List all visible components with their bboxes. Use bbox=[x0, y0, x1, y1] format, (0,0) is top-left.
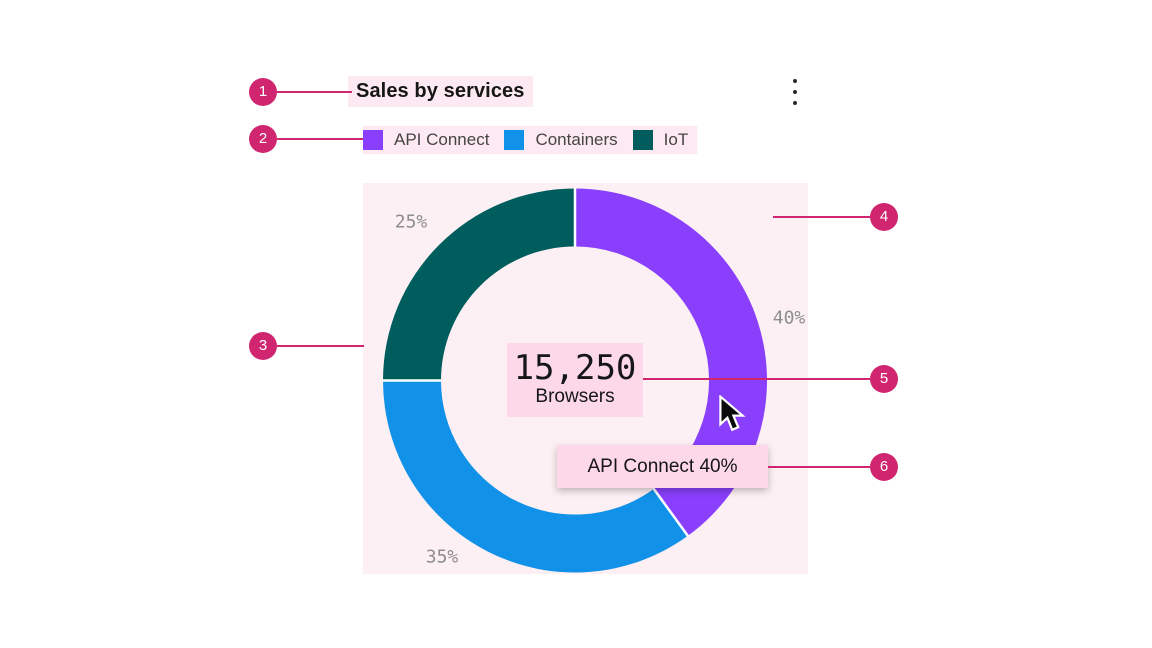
slice-value-label-api-connect: 40% bbox=[772, 307, 806, 329]
chart-legend: API Connect Containers IoT bbox=[363, 126, 698, 154]
legend-item-api-connect[interactable]: API Connect bbox=[363, 130, 489, 150]
segment-gap bbox=[652, 487, 690, 538]
legend-item-containers[interactable]: Containers bbox=[504, 130, 618, 150]
overflow-menu-icon bbox=[793, 90, 797, 94]
chart-title: Sales by services bbox=[356, 80, 525, 102]
callout-badge-2: 2 bbox=[249, 125, 277, 153]
callout-line-2 bbox=[277, 138, 363, 140]
callout-line-4 bbox=[773, 216, 870, 218]
donut-segment-iot[interactable] bbox=[383, 188, 575, 381]
legend-label: Containers bbox=[535, 130, 618, 149]
legend-label: API Connect bbox=[394, 130, 490, 149]
chart-title-highlight: Sales by services bbox=[348, 76, 533, 107]
slice-value-label-containers: 35% bbox=[425, 546, 459, 568]
legend-swatch-containers bbox=[504, 130, 525, 150]
center-total-value: 15,250 bbox=[513, 347, 637, 388]
callout-badge-1: 1 bbox=[249, 78, 277, 106]
center-total-label: Browsers bbox=[535, 386, 615, 408]
overflow-menu-button[interactable] bbox=[781, 72, 809, 112]
callout-badge-3: 3 bbox=[249, 332, 277, 360]
legend-label: IoT bbox=[663, 130, 689, 149]
tooltip: API Connect 40% bbox=[557, 445, 768, 488]
overflow-menu-icon bbox=[793, 79, 797, 83]
callout-line-5 bbox=[643, 378, 870, 380]
callout-badge-6: 6 bbox=[870, 453, 898, 481]
slice-value-label-iot: 25% bbox=[394, 211, 428, 233]
tooltip-text: API Connect 40% bbox=[587, 455, 738, 477]
legend-item-iot[interactable]: IoT bbox=[632, 130, 689, 150]
callout-line-6 bbox=[768, 466, 870, 468]
callout-badge-5: 5 bbox=[870, 365, 898, 393]
overflow-menu-icon bbox=[793, 101, 797, 105]
callout-line-1 bbox=[277, 91, 352, 93]
legend-swatch-api-connect bbox=[363, 130, 383, 150]
mouse-cursor-icon bbox=[719, 395, 746, 432]
donut-segment-containers[interactable] bbox=[383, 380, 688, 573]
callout-line-3 bbox=[277, 345, 364, 347]
callout-badge-4: 4 bbox=[870, 203, 898, 231]
legend-swatch-iot bbox=[632, 130, 653, 150]
center-label-highlight: 15,250 Browsers bbox=[507, 343, 643, 417]
